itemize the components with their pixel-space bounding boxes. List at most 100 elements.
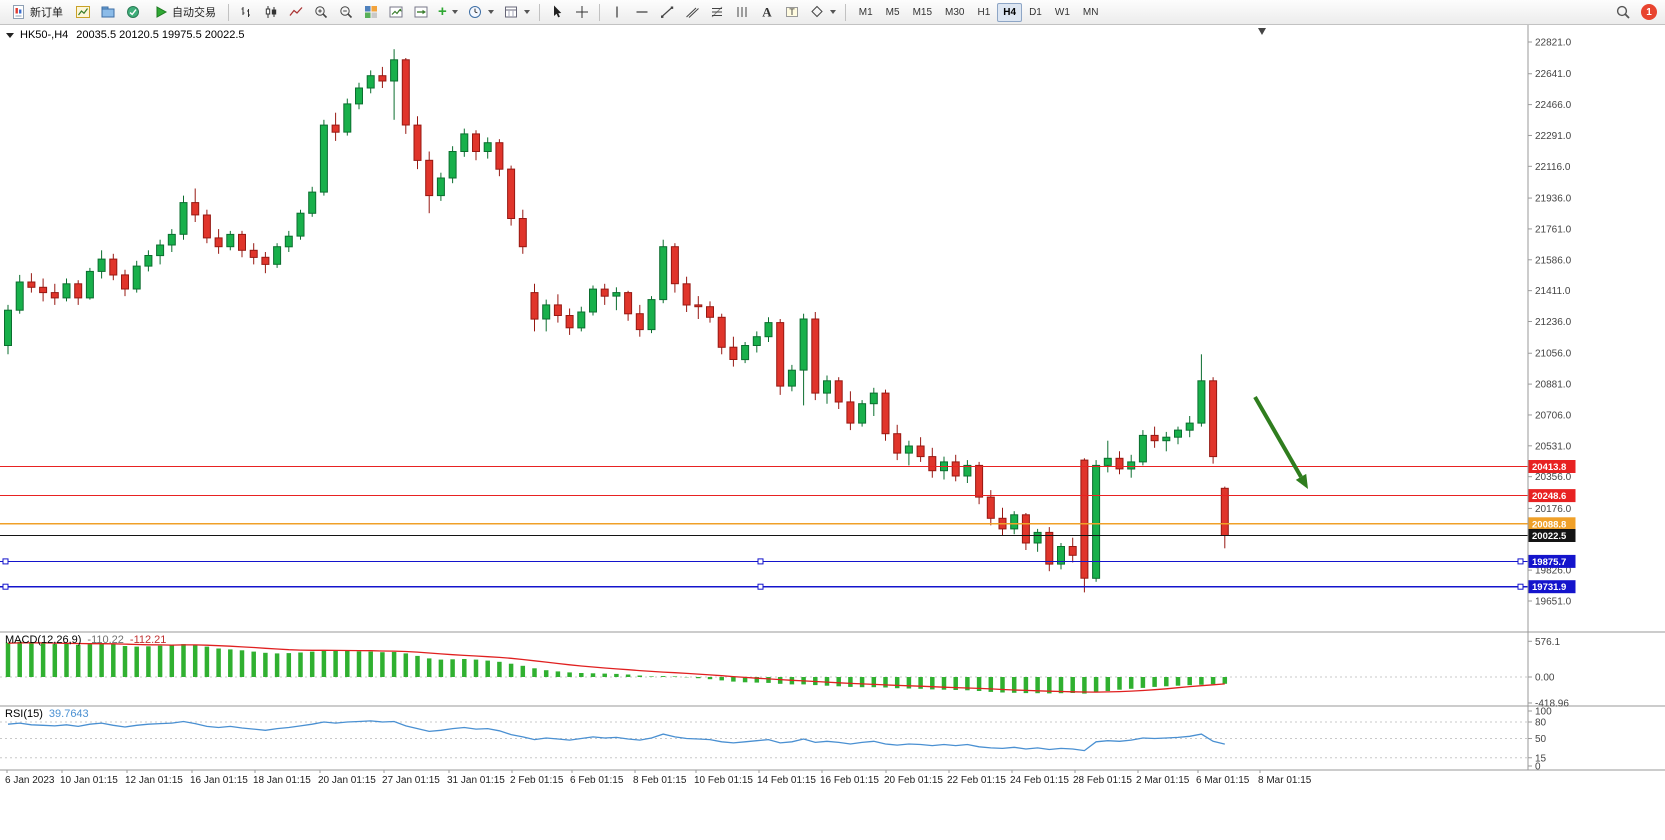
bull-candle[interactable] <box>296 212 305 237</box>
bull-candle[interactable] <box>542 304 551 320</box>
tile-windows-button[interactable] <box>359 2 383 23</box>
chart-canvas[interactable]: 22821.0 22641.0 22466.0 22291.0 22116.0 21936… <box>0 25 1665 790</box>
bear-candle[interactable] <box>507 168 516 220</box>
bull-candle[interactable] <box>741 345 750 361</box>
bull-candle[interactable] <box>1185 422 1194 431</box>
new-order-button[interactable]: 新订单 <box>4 2 70 23</box>
bear-candle[interactable] <box>50 292 59 299</box>
bear-candle[interactable] <box>495 142 504 170</box>
candlestick-chart-button[interactable] <box>259 2 283 23</box>
bear-candle[interactable] <box>881 392 890 435</box>
bull-candle[interactable] <box>963 464 972 477</box>
timeframe-H4[interactable]: H4 <box>997 2 1023 22</box>
bull-candle[interactable] <box>1010 514 1019 530</box>
bear-candle[interactable] <box>27 281 36 288</box>
bear-candle[interactable] <box>624 292 633 315</box>
bear-candle[interactable] <box>928 456 937 472</box>
zoom-in-button[interactable] <box>309 2 333 23</box>
symbol-dropdown-icon[interactable] <box>6 32 14 38</box>
bull-candle[interactable] <box>390 59 399 82</box>
bull-candle[interactable] <box>1057 546 1065 565</box>
autotrading-button[interactable]: 自动交易 <box>146 2 223 23</box>
bull-candle[interactable] <box>1033 531 1042 544</box>
bear-candle[interactable] <box>729 346 738 361</box>
bull-candle[interactable] <box>436 177 445 197</box>
bull-candle[interactable] <box>308 191 317 214</box>
notification-badge[interactable]: 1 <box>1641 4 1657 20</box>
bear-candle[interactable] <box>109 258 118 276</box>
templates-button[interactable] <box>499 2 534 23</box>
bull-candle[interactable] <box>366 75 375 89</box>
shapes-button[interactable] <box>805 2 840 23</box>
bull-candle[interactable] <box>1162 436 1171 442</box>
bear-candle[interactable] <box>682 283 691 306</box>
line-handle[interactable] <box>757 583 764 590</box>
bear-candle[interactable] <box>378 75 387 82</box>
bull-candle[interactable] <box>904 445 913 454</box>
bull-candle[interactable] <box>752 336 761 347</box>
bear-candle[interactable] <box>670 246 679 285</box>
bull-candle[interactable] <box>1174 429 1182 438</box>
bull-candle[interactable] <box>132 265 141 290</box>
bull-candle[interactable] <box>156 244 165 257</box>
cursor-button[interactable] <box>545 2 569 23</box>
bull-candle[interactable] <box>85 270 94 299</box>
bear-candle[interactable] <box>694 304 703 308</box>
bull-candle[interactable] <box>823 380 831 394</box>
bear-candle[interactable] <box>401 59 410 126</box>
bear-candle[interactable] <box>1021 514 1030 544</box>
bear-candle[interactable] <box>331 124 340 133</box>
line-handle[interactable] <box>757 558 764 565</box>
line-handle[interactable] <box>2 558 9 565</box>
text-label-button[interactable]: T <box>780 2 804 23</box>
bull-candle[interactable] <box>1138 434 1147 463</box>
bull-candle[interactable] <box>355 87 363 105</box>
bull-candle[interactable] <box>764 322 773 338</box>
bear-candle[interactable] <box>717 316 726 348</box>
bar-chart-button[interactable] <box>234 2 258 23</box>
crosshair-button[interactable] <box>570 2 594 23</box>
timeframe-H1[interactable]: H1 <box>971 3 996 22</box>
profiles-button[interactable] <box>96 2 120 23</box>
bull-candle[interactable] <box>144 255 153 267</box>
bull-candle[interactable] <box>659 246 668 301</box>
chart-shift-marker[interactable] <box>1258 28 1266 35</box>
bull-candle[interactable] <box>319 124 328 193</box>
bear-candle[interactable] <box>600 288 609 297</box>
timeframe-M5[interactable]: M5 <box>880 3 906 22</box>
bull-candle[interactable] <box>226 233 235 248</box>
bull-candle[interactable] <box>1197 380 1206 424</box>
periods-button[interactable] <box>463 2 498 23</box>
line-chart-button[interactable] <box>284 2 308 23</box>
bull-candle[interactable] <box>589 288 597 313</box>
vertical-line-button[interactable] <box>605 2 629 23</box>
bull-candle[interactable] <box>97 258 106 272</box>
timeframe-D1[interactable]: D1 <box>1023 3 1048 22</box>
bull-candle[interactable] <box>1127 461 1136 470</box>
timeframe-M30[interactable]: M30 <box>939 3 970 22</box>
bull-candle[interactable] <box>284 235 293 248</box>
bear-candle[interactable] <box>776 322 785 387</box>
bull-candle[interactable] <box>869 392 878 405</box>
bear-candle[interactable] <box>1150 434 1159 442</box>
bull-candle[interactable] <box>858 403 867 424</box>
fibonacci-button[interactable] <box>705 2 729 23</box>
market-watch-button[interactable] <box>121 2 145 23</box>
text-tool-button[interactable]: A <box>755 2 779 23</box>
bear-candle[interactable] <box>834 380 843 403</box>
bear-candle[interactable] <box>1068 546 1077 556</box>
bear-candle[interactable] <box>951 461 960 477</box>
bear-candle[interactable] <box>893 433 902 454</box>
bull-candle[interactable] <box>343 103 352 133</box>
bear-candle[interactable] <box>1080 459 1089 579</box>
bull-candle[interactable] <box>15 281 24 311</box>
bear-candle[interactable] <box>846 401 855 424</box>
trend-arrow[interactable] <box>1253 396 1303 478</box>
bull-candle[interactable] <box>647 299 656 331</box>
line-handle[interactable] <box>1517 558 1524 565</box>
timeframe-M15[interactable]: M15 <box>907 3 938 22</box>
auto-arrange-button[interactable] <box>384 2 408 23</box>
timeframe-M1[interactable]: M1 <box>853 3 879 22</box>
bear-candle[interactable] <box>916 445 925 458</box>
bear-candle[interactable] <box>1209 380 1218 458</box>
